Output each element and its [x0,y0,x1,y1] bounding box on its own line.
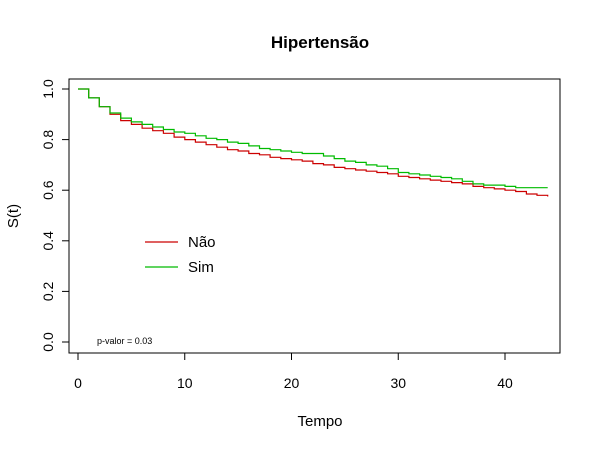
x-tick-label: 20 [284,375,300,391]
x-axis-label: Tempo [297,413,342,430]
plot-frame [68,78,561,354]
legend-label-sim: Sim [188,259,214,276]
series-line-nao [78,88,549,197]
legend: Não Sim [145,234,216,276]
x-tick-label: 0 [74,375,82,391]
chart-title: Hipertensão [271,33,369,52]
x-tick-label: 10 [177,375,193,391]
legend-label-nao: Não [188,234,216,251]
y-tick-label: 0.2 [40,281,56,301]
y-axis-label: S(t) [5,204,22,228]
y-tick-label: 0.8 [40,130,56,150]
series-layer [78,88,549,197]
y-tick-label: 0.6 [40,180,56,200]
x-axis: 0 10 20 30 40 [74,352,513,391]
x-tick-label: 40 [497,375,513,391]
p-value-annotation: p-valor = 0.03 [97,336,152,346]
series-line-sim [78,88,548,189]
y-axis: 0.0 0.2 0.4 0.6 0.8 1.0 [40,79,70,352]
y-tick-label: 0.0 [40,332,56,352]
y-tick-label: 0.4 [40,231,56,251]
y-tick-label: 1.0 [40,79,56,99]
x-tick-label: 30 [390,375,406,391]
